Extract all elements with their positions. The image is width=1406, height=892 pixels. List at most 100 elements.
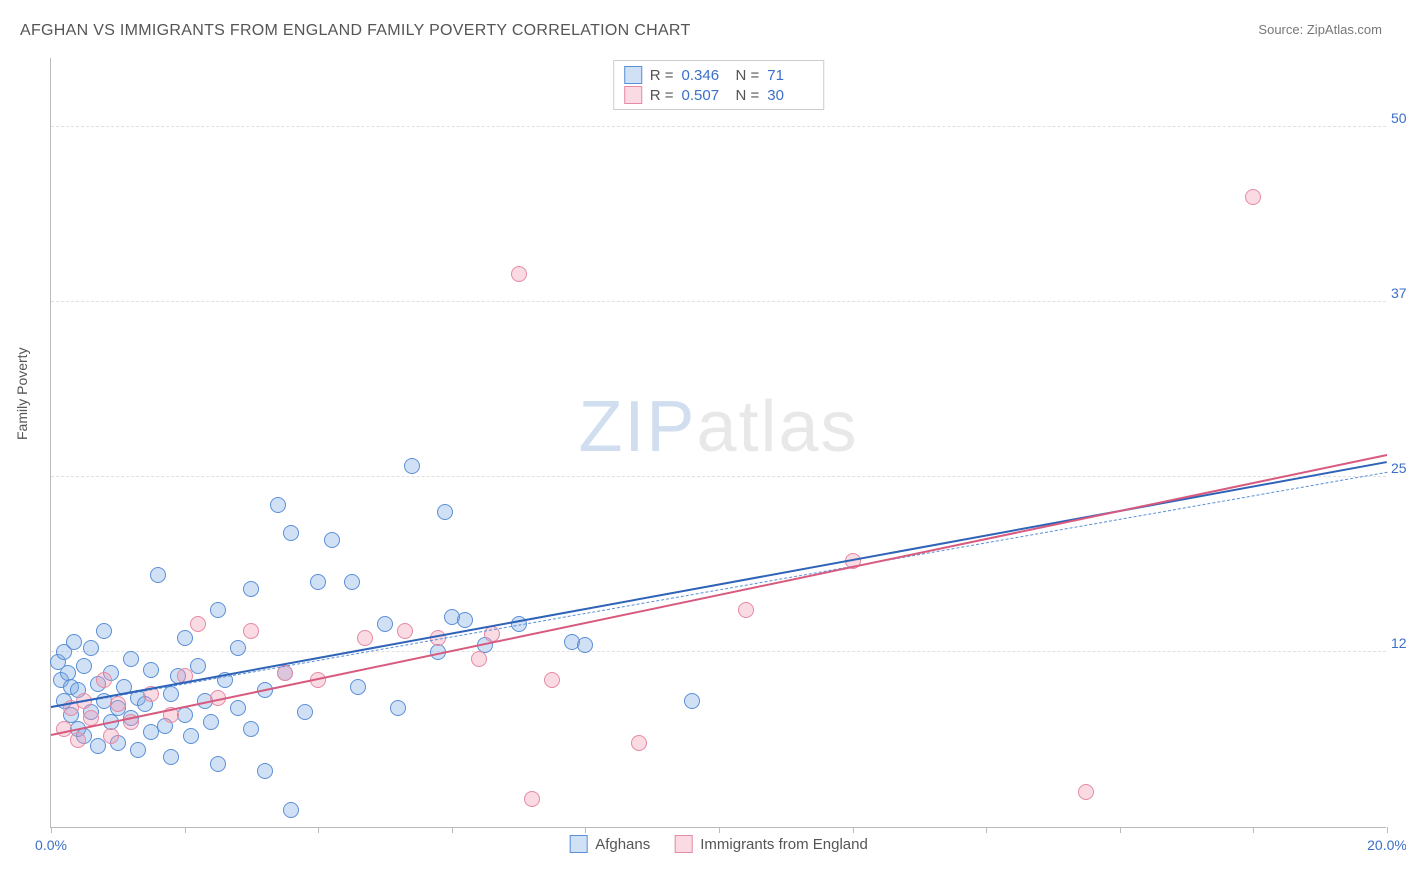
scatter-point <box>357 630 373 646</box>
xtick-label: 20.0% <box>1367 837 1406 853</box>
xtick <box>1120 827 1121 833</box>
gridline-h <box>51 476 1386 477</box>
scatter-point <box>203 714 219 730</box>
legend-item-england: Immigrants from England <box>674 835 868 853</box>
scatter-point <box>377 616 393 632</box>
xtick <box>452 827 453 833</box>
scatter-point <box>210 602 226 618</box>
plot-area: ZIPatlas R = 0.346 N = 71 R = 0.507 N = … <box>50 58 1386 828</box>
ytick-label: 25.0% <box>1391 460 1406 476</box>
scatter-point <box>183 728 199 744</box>
scatter-point <box>163 686 179 702</box>
watermark: ZIPatlas <box>578 386 858 468</box>
legend-r-value-0: 0.346 <box>682 67 728 84</box>
xtick <box>318 827 319 833</box>
watermark-atlas: atlas <box>696 387 858 467</box>
scatter-point <box>390 700 406 716</box>
legend-series: Afghans Immigrants from England <box>569 835 868 853</box>
scatter-point <box>511 266 527 282</box>
scatter-point <box>96 672 112 688</box>
scatter-point <box>471 651 487 667</box>
scatter-point <box>297 704 313 720</box>
scatter-point <box>190 658 206 674</box>
scatter-point <box>404 458 420 474</box>
y-axis-label: Family Poverty <box>14 347 30 440</box>
scatter-point <box>738 602 754 618</box>
scatter-point <box>103 728 119 744</box>
xtick <box>585 827 586 833</box>
scatter-point <box>66 634 82 650</box>
xtick <box>719 827 720 833</box>
scatter-point <box>283 525 299 541</box>
scatter-point <box>230 700 246 716</box>
legend-swatch-series-1 <box>624 86 642 104</box>
legend-item-afghans: Afghans <box>569 835 650 853</box>
scatter-point <box>397 623 413 639</box>
xtick-label: 0.0% <box>35 837 67 853</box>
scatter-point <box>257 763 273 779</box>
scatter-point <box>243 623 259 639</box>
scatter-point <box>524 791 540 807</box>
scatter-point <box>1078 784 1094 800</box>
scatter-point <box>344 574 360 590</box>
scatter-point <box>150 567 166 583</box>
legend-correlation: R = 0.346 N = 71 R = 0.507 N = 30 <box>613 60 825 110</box>
scatter-point <box>110 696 126 712</box>
gridline-h <box>51 301 1386 302</box>
scatter-point <box>457 612 473 628</box>
watermark-zip: ZIP <box>578 387 696 467</box>
scatter-point <box>190 616 206 632</box>
legend-swatch-afghans <box>569 835 587 853</box>
correlation-chart: AFGHAN VS IMMIGRANTS FROM ENGLAND FAMILY… <box>0 0 1406 892</box>
legend-swatch-england <box>674 835 692 853</box>
scatter-point <box>70 732 86 748</box>
legend-n-label: N = <box>736 87 760 104</box>
scatter-point <box>243 721 259 737</box>
legend-row-series-0: R = 0.346 N = 71 <box>624 65 814 85</box>
scatter-point <box>230 640 246 656</box>
scatter-point <box>631 735 647 751</box>
scatter-point <box>270 497 286 513</box>
scatter-point <box>437 504 453 520</box>
source-label: Source: <box>1258 22 1303 37</box>
xtick <box>1387 827 1388 833</box>
scatter-point <box>243 581 259 597</box>
xtick <box>185 827 186 833</box>
legend-r-label: R = <box>650 67 674 84</box>
legend-label-england: Immigrants from England <box>700 836 868 853</box>
scatter-point <box>684 693 700 709</box>
legend-n-value-0: 71 <box>767 67 813 84</box>
scatter-point <box>96 623 112 639</box>
source: Source: ZipAtlas.com <box>1258 22 1382 37</box>
gridline-h <box>51 126 1386 127</box>
scatter-point <box>210 756 226 772</box>
scatter-point <box>544 672 560 688</box>
scatter-point <box>177 630 193 646</box>
ytick-label: 12.5% <box>1391 635 1406 651</box>
scatter-point <box>83 640 99 656</box>
scatter-point <box>350 679 366 695</box>
legend-r-value-1: 0.507 <box>682 87 728 104</box>
xtick <box>1253 827 1254 833</box>
scatter-point <box>310 574 326 590</box>
scatter-point <box>130 742 146 758</box>
legend-r-label: R = <box>650 87 674 104</box>
xtick <box>853 827 854 833</box>
legend-row-series-1: R = 0.507 N = 30 <box>624 85 814 105</box>
legend-swatch-series-0 <box>624 66 642 84</box>
xtick <box>986 827 987 833</box>
scatter-point <box>577 637 593 653</box>
scatter-point <box>283 802 299 818</box>
scatter-point <box>1245 189 1261 205</box>
legend-n-value-1: 30 <box>767 87 813 104</box>
scatter-point <box>143 662 159 678</box>
source-value: ZipAtlas.com <box>1307 22 1382 37</box>
scatter-point <box>163 749 179 765</box>
xtick <box>51 827 52 833</box>
gridline-h <box>51 651 1386 652</box>
ytick-label: 37.5% <box>1391 285 1406 301</box>
scatter-point <box>76 658 92 674</box>
ytick-label: 50.0% <box>1391 110 1406 126</box>
scatter-point <box>324 532 340 548</box>
legend-label-afghans: Afghans <box>595 836 650 853</box>
